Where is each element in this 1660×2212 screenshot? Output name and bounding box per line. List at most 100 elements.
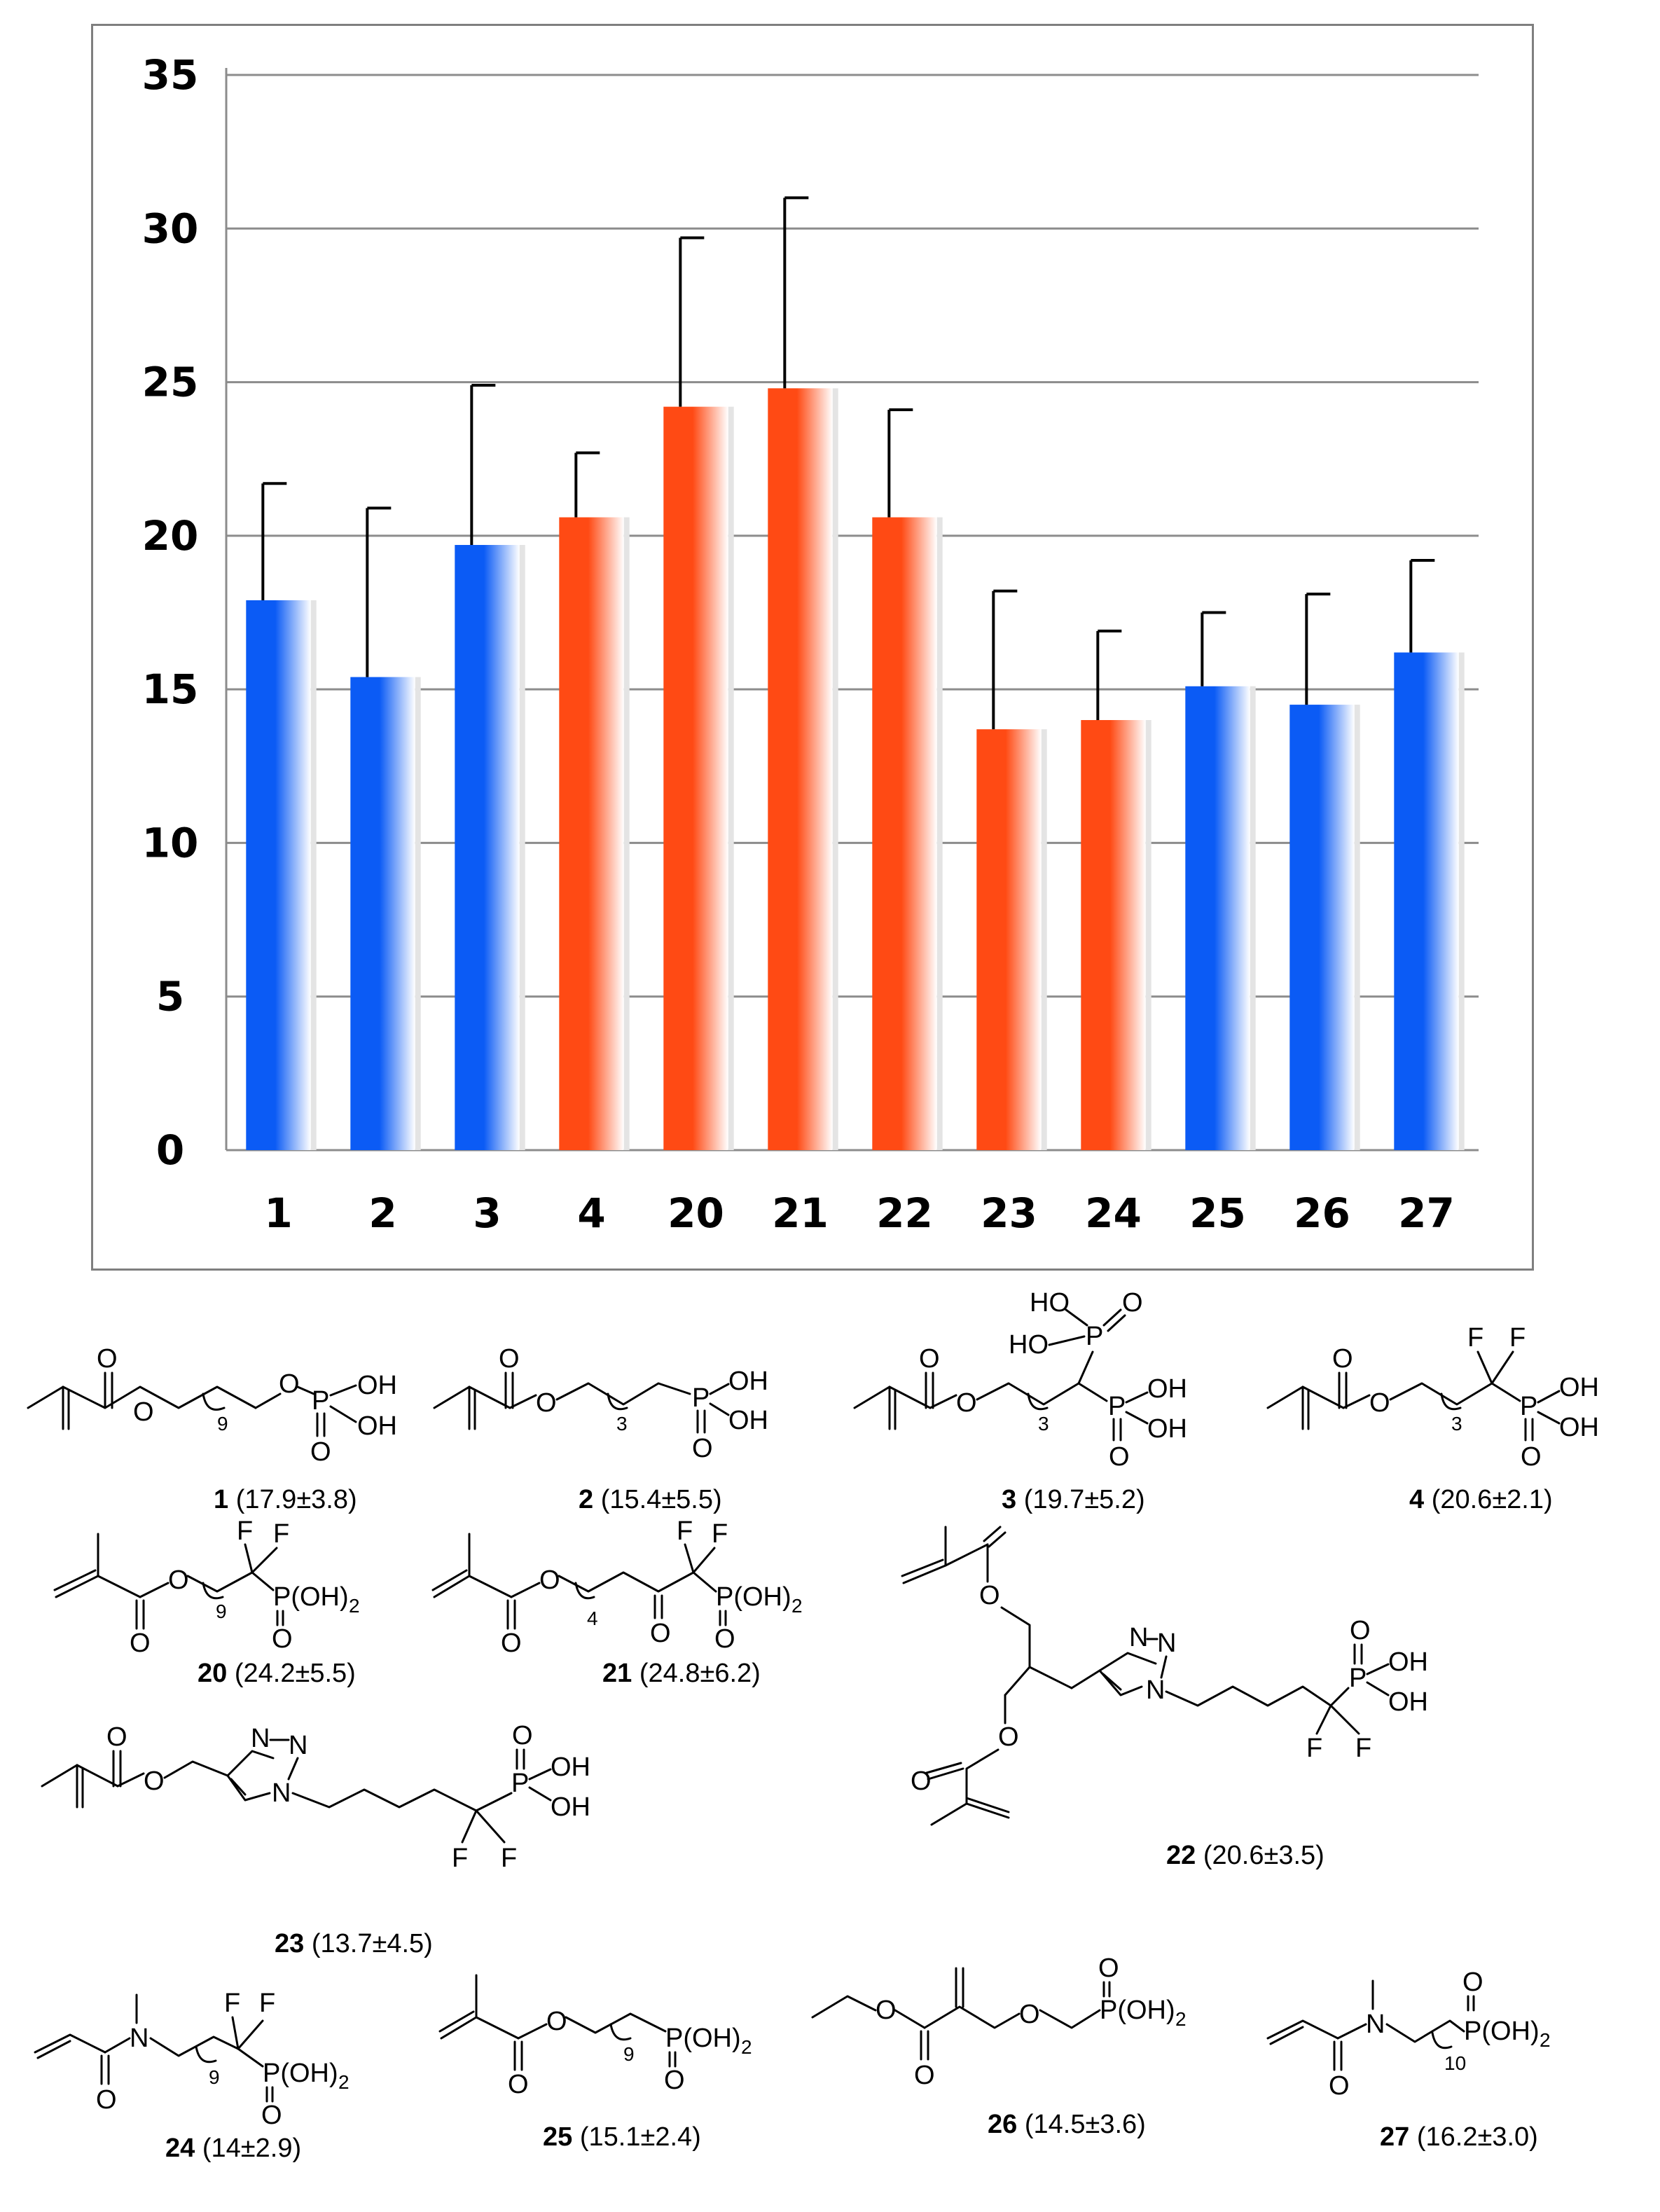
subscript-2: 2 <box>338 2071 350 2093</box>
bar <box>1394 652 1459 1150</box>
atom-O: O <box>714 1624 735 1654</box>
caption-27: 27 (16.2±3.0) <box>1380 2122 1538 2152</box>
atom-O: O <box>919 1344 940 1374</box>
atom-PO3H2: P(OH) <box>263 2059 338 2088</box>
atom-N: N <box>1129 1623 1148 1652</box>
bar <box>768 388 833 1151</box>
atom-O: O <box>546 2007 567 2036</box>
structure-27: O N 10 P(OH) 2 O <box>1266 1968 1551 2101</box>
atom-OH: OH <box>357 1411 397 1441</box>
atom-O: O <box>692 1434 713 1463</box>
x-tick-label: 3 <box>473 1189 501 1237</box>
y-tick-label: 0 <box>156 1126 184 1174</box>
y-tick-label: 30 <box>142 205 199 252</box>
y-tick-label: 10 <box>142 819 199 866</box>
bar <box>455 545 520 1150</box>
atom-OH: OH <box>1559 1373 1599 1402</box>
atom-O: O <box>512 1721 533 1750</box>
caption-id: 22 <box>1166 1841 1196 1870</box>
repeat-n: 3 <box>616 1413 628 1435</box>
atom-O: O <box>1521 1442 1542 1472</box>
atom-OH: OH <box>551 1792 590 1822</box>
atom-F: F <box>501 1844 517 1873</box>
atom-N: N <box>272 1778 291 1808</box>
atom-PO3H2: P(OH) <box>1464 2017 1540 2046</box>
atom-O: O <box>1462 1968 1483 1997</box>
repeat-n: 10 <box>1444 2052 1466 2074</box>
atom-O: O <box>279 1369 300 1399</box>
caption-id: 20 <box>198 1659 228 1688</box>
atom-P: P <box>312 1386 329 1416</box>
atom-O: O <box>956 1388 977 1418</box>
atom-O: O <box>1369 1388 1390 1418</box>
caption-23: 23 (13.7±4.5) <box>275 1929 433 1959</box>
y-tick-label: 15 <box>142 665 199 713</box>
y-tick-label: 5 <box>156 973 184 1021</box>
atom-OH: OH <box>1388 1687 1428 1717</box>
structure-26: O O O P(OH) 2 O <box>811 1954 1187 2090</box>
atom-N: N <box>289 1731 307 1760</box>
atom-F: F <box>452 1844 468 1873</box>
atom-O: O <box>499 1344 520 1374</box>
atom-O: O <box>501 1629 522 1658</box>
atom-O: O <box>97 1344 118 1374</box>
atom-PO3H2: P(OH) <box>716 1582 791 1612</box>
atom-O: O <box>96 2085 117 2115</box>
atom-O: O <box>310 1437 331 1467</box>
atom-O: O <box>1019 2000 1040 2029</box>
bar-shadow <box>519 545 525 1150</box>
chart-frame: 0 5 10 15 20 25 30 35 1 2 3 4 20 21 22 23 24 25 26 27 <box>91 24 1534 1271</box>
x-tick-label: 27 <box>1398 1189 1455 1237</box>
caption-2: 2 (15.4±5.5) <box>579 1485 722 1515</box>
bar <box>872 517 937 1150</box>
atom-OH: OH <box>1559 1413 1599 1442</box>
x-tick-label: 23 <box>981 1189 1037 1237</box>
atom-P: P <box>692 1383 710 1413</box>
atom-F: F <box>712 1519 728 1549</box>
caption-20: 20 (24.2±5.5) <box>198 1659 356 1689</box>
atom-P: P <box>1520 1392 1537 1421</box>
atom-O: O <box>1109 1442 1130 1472</box>
x-tick-label: 4 <box>577 1189 605 1237</box>
atom-O: O <box>1332 1344 1353 1374</box>
caption-3: 3 (19.7±5.2) <box>1002 1485 1145 1515</box>
caption-id: 24 <box>165 2134 195 2163</box>
bar <box>1185 686 1250 1150</box>
atom-P: P <box>511 1769 529 1798</box>
atom-O: O <box>133 1397 154 1427</box>
repeat-n: 9 <box>209 2066 220 2088</box>
subscript-2: 2 <box>1540 2029 1551 2051</box>
structure-21: O O 4 O F F P(OH) 2 O <box>431 1516 803 1658</box>
atom-O: O <box>979 1581 1000 1610</box>
structure-25: O O 9 P(OH) 2 O <box>438 1974 752 2099</box>
subscript-2: 2 <box>791 1595 803 1617</box>
atom-OH: OH <box>357 1371 397 1400</box>
atom-F: F <box>1509 1323 1526 1353</box>
x-tick-label: 21 <box>772 1189 829 1237</box>
atom-O: O <box>508 2070 529 2099</box>
structure-20: O O 9 F F P(OH) 2 O <box>53 1516 360 1658</box>
subscript-2: 2 <box>349 1595 360 1617</box>
y-tick-label: 25 <box>142 359 199 406</box>
caption-id: 3 <box>1002 1485 1017 1514</box>
repeat-n: 9 <box>216 1601 227 1622</box>
atom-O: O <box>664 2066 685 2095</box>
repeat-n: 9 <box>217 1413 228 1435</box>
caption-value: (15.1±2.4) <box>579 2122 701 2152</box>
caption-value: (24.8±6.2) <box>639 1659 761 1688</box>
atom-O: O <box>272 1624 293 1654</box>
bar-shadow <box>832 388 838 1151</box>
x-tick-label: 1 <box>264 1189 292 1237</box>
caption-1: 1 (17.9±3.8) <box>214 1485 357 1515</box>
caption-value: (15.4±5.5) <box>600 1485 722 1514</box>
atom-OH: OH <box>551 1753 590 1782</box>
atom-PO3H2: P(OH) <box>1100 1996 1175 2025</box>
structure-1: O O 9 O P OH OH O <box>27 1344 397 1467</box>
atom-OH: OH <box>728 1367 768 1396</box>
atom-O: O <box>876 1996 897 2025</box>
bar-shadow <box>415 677 421 1150</box>
atom-O: O <box>1350 1616 1371 1645</box>
repeat-n: 3 <box>1451 1413 1462 1435</box>
atom-OH: OH <box>728 1406 768 1435</box>
